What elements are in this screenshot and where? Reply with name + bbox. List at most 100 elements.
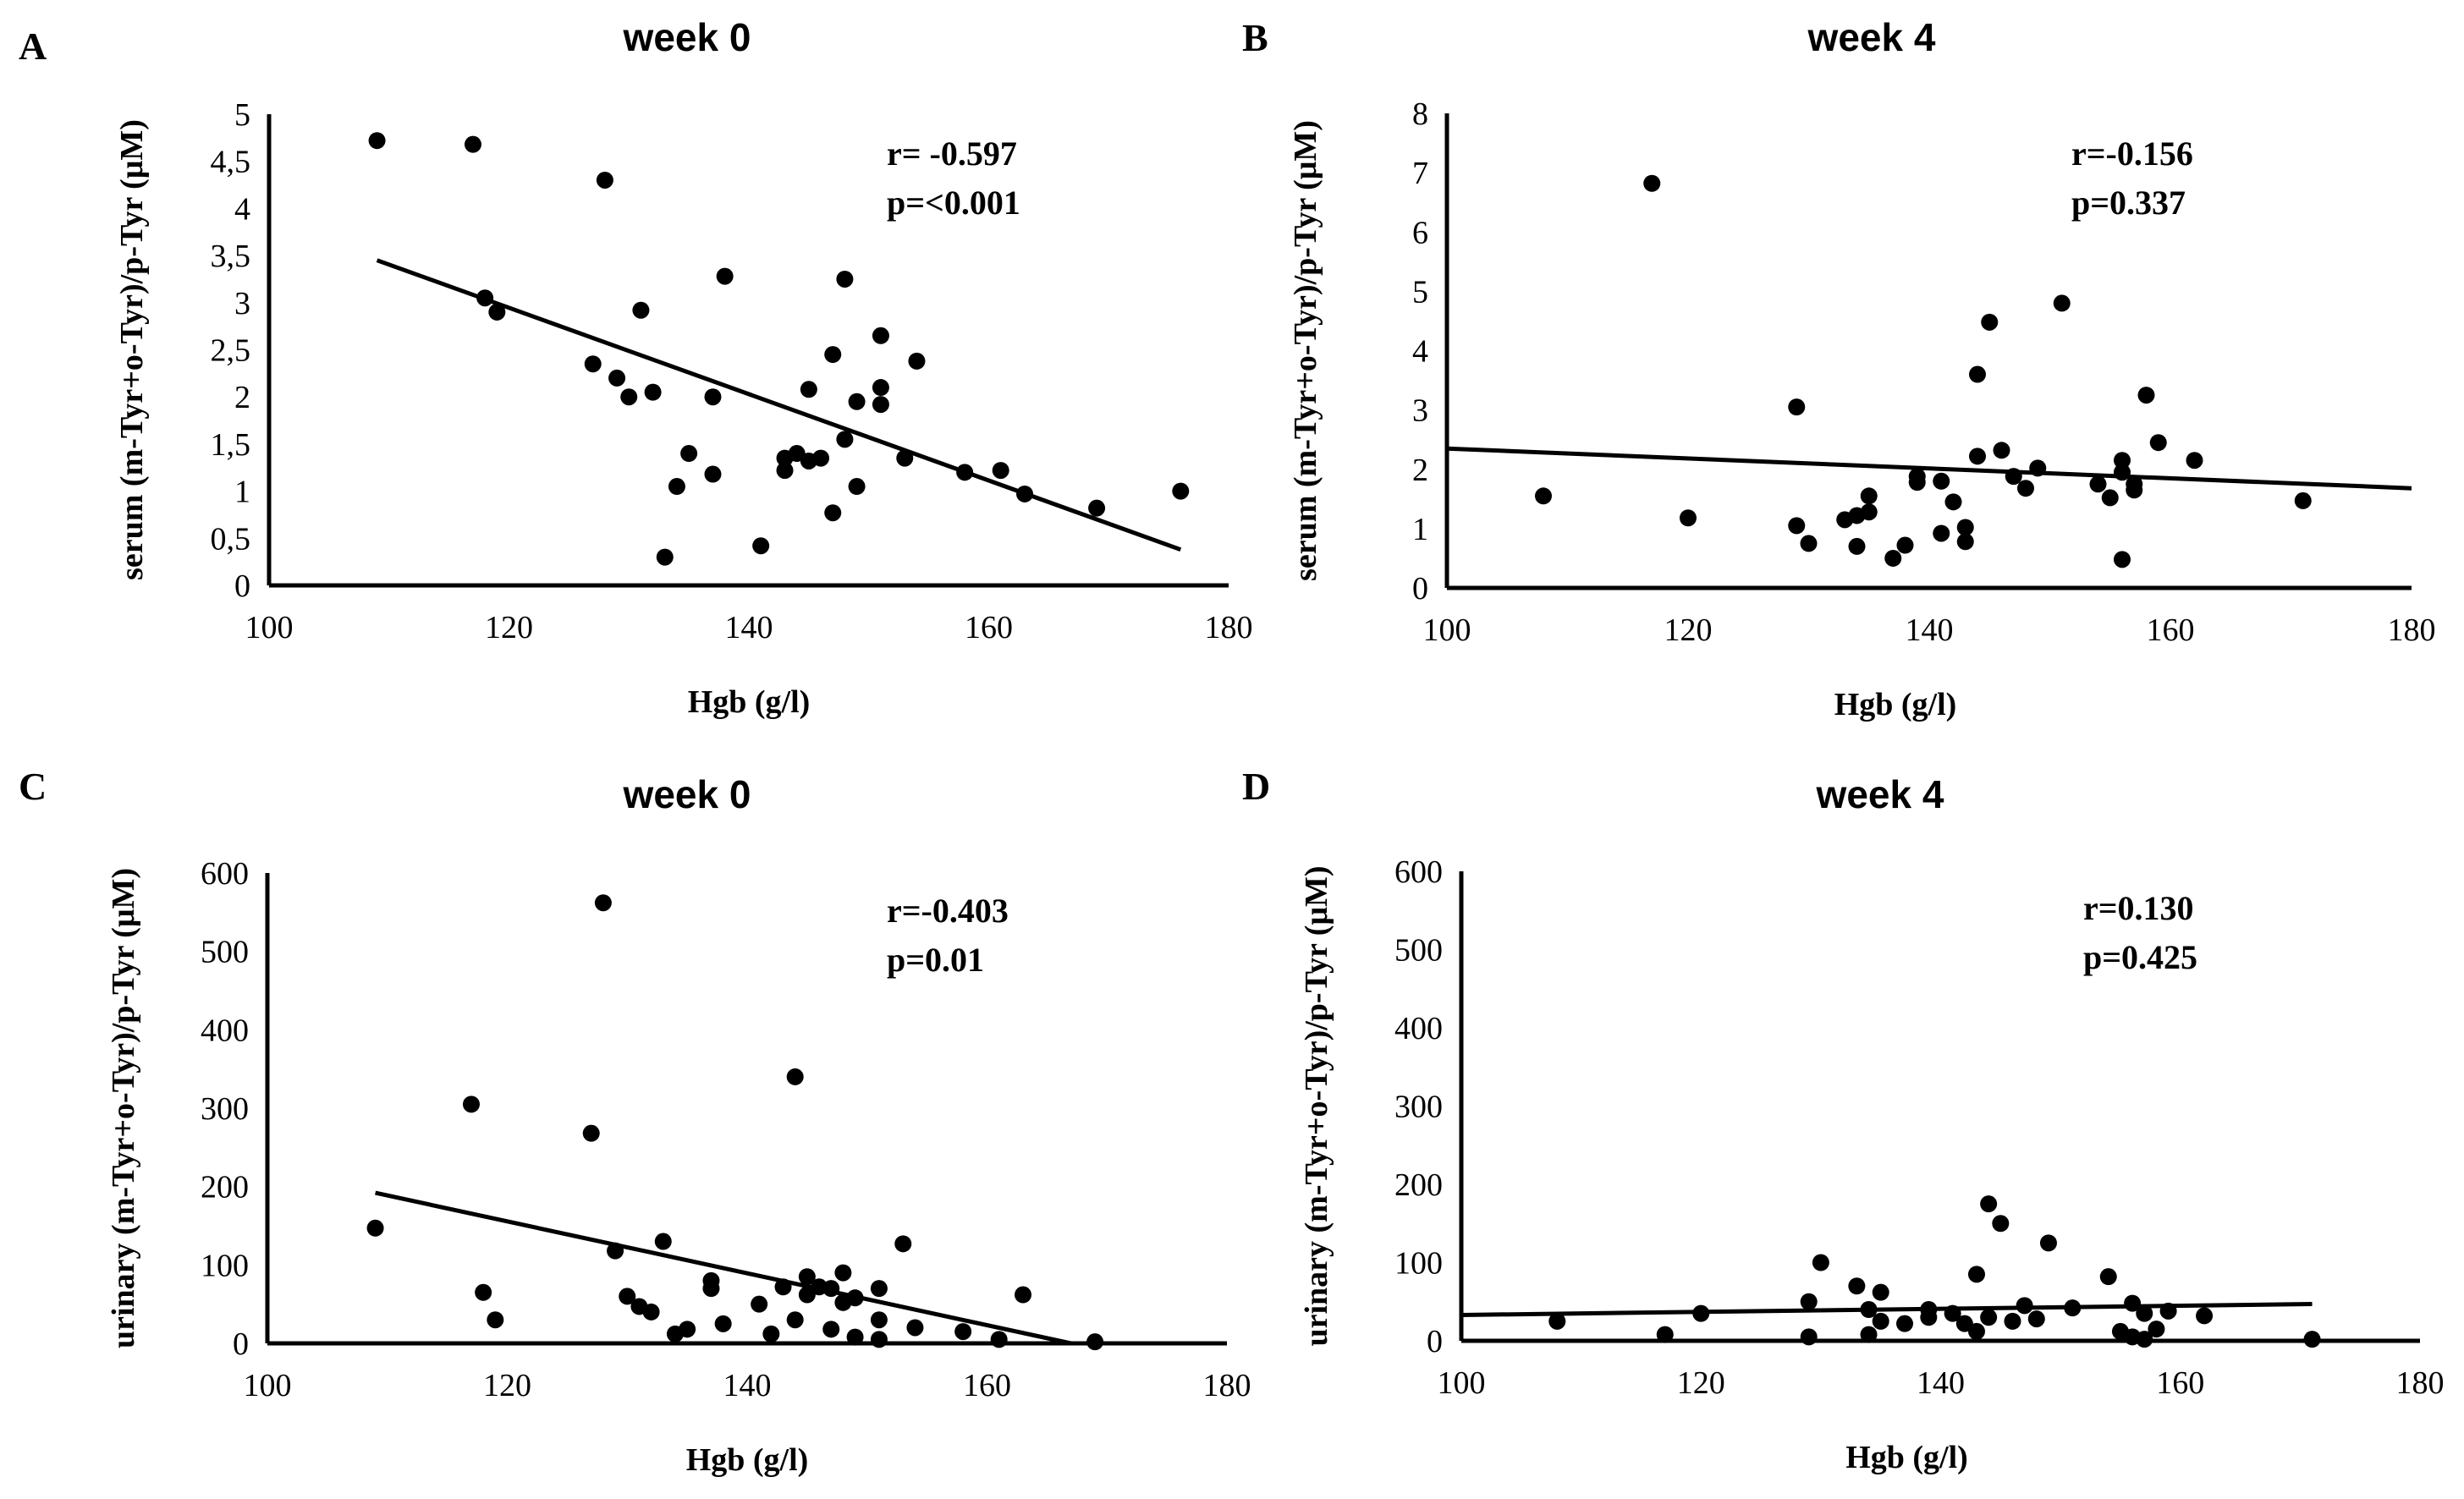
data-point xyxy=(2027,1310,2045,1328)
data-point xyxy=(2196,1307,2214,1325)
y-tick-label: 200 xyxy=(1394,1167,1443,1203)
data-point xyxy=(1680,509,1697,527)
data-point xyxy=(848,478,866,496)
data-point xyxy=(1788,517,1806,535)
data-point xyxy=(1172,482,1190,500)
x-tick-label: 140 xyxy=(725,610,773,645)
data-point xyxy=(822,1280,840,1298)
data-point xyxy=(2114,464,2131,481)
y-tick-label: 4 xyxy=(1412,334,1428,370)
data-point xyxy=(2114,452,2131,469)
data-point xyxy=(1872,1312,1889,1330)
data-point xyxy=(2114,551,2131,568)
data-point xyxy=(1956,533,1974,551)
y-tick-label: 600 xyxy=(1394,854,1443,890)
data-point xyxy=(1016,485,1034,502)
data-point xyxy=(1967,1322,1985,1340)
x-tick-label: 160 xyxy=(963,1368,1011,1403)
data-point xyxy=(1980,1309,1998,1326)
data-point xyxy=(1800,1293,1818,1310)
r-value-text: r=0.130 xyxy=(2083,889,2194,927)
data-point xyxy=(774,1278,792,1296)
data-point xyxy=(824,504,842,522)
x-tick-label: 180 xyxy=(2396,1365,2445,1401)
chart-title: week 0 xyxy=(623,15,751,59)
data-point xyxy=(908,352,926,370)
data-point xyxy=(2136,1304,2153,1322)
data-point xyxy=(872,396,889,414)
y-tick-label: 2 xyxy=(234,380,250,415)
data-point xyxy=(798,1268,816,1286)
data-point xyxy=(894,1235,912,1253)
x-tick-label: 100 xyxy=(244,1368,292,1403)
data-point xyxy=(368,132,386,150)
data-point xyxy=(668,478,685,496)
y-tick-label: 4 xyxy=(234,191,250,227)
data-point xyxy=(2303,1331,2321,1348)
x-axis-title: Hgb (g/l) xyxy=(1845,1440,1968,1475)
y-axis-title: serum (m-Tyr+o-Tyr)/p-Tyr (μM) xyxy=(114,119,150,580)
data-point xyxy=(596,171,613,189)
p-value-text: p=0.337 xyxy=(2071,184,2186,222)
data-point xyxy=(1896,1315,1914,1332)
data-point xyxy=(2159,1302,2177,1320)
data-point xyxy=(2016,1297,2033,1315)
panel-letter: B xyxy=(1242,16,1268,59)
data-point xyxy=(1860,487,1878,505)
data-point xyxy=(812,449,830,467)
data-point xyxy=(1967,1266,1985,1283)
x-tick-label: 160 xyxy=(2147,612,2195,648)
y-tick-label: 1 xyxy=(234,475,250,510)
data-point xyxy=(824,346,842,364)
data-point xyxy=(1860,503,1878,521)
data-point xyxy=(704,465,722,483)
data-point xyxy=(366,1219,384,1237)
data-point xyxy=(1944,493,1962,511)
trendline xyxy=(1446,446,2412,491)
data-point xyxy=(488,303,506,321)
y-axis-title: urinary (m-Tyr+o-Tyr)/p-Tyr (μM) xyxy=(106,868,141,1348)
data-point xyxy=(1955,1315,1973,1332)
y-tick-label: 100 xyxy=(1394,1246,1443,1282)
data-point xyxy=(2099,1268,2117,1286)
y-tick-label: 400 xyxy=(201,1013,249,1048)
r-value-text: r= -0.597 xyxy=(887,135,1017,173)
data-point xyxy=(1969,448,1986,465)
data-point xyxy=(836,431,854,448)
data-point xyxy=(1933,472,1950,490)
data-point xyxy=(642,1303,660,1321)
y-tick-label: 0 xyxy=(1412,571,1428,607)
data-point xyxy=(776,462,794,480)
p-value-text: p=0.425 xyxy=(2083,938,2197,976)
data-point xyxy=(2148,1321,2165,1338)
y-tick-label: 0 xyxy=(233,1326,249,1362)
data-point xyxy=(990,1331,1008,1348)
data-point xyxy=(1969,365,1986,383)
y-tick-label: 500 xyxy=(1394,933,1443,969)
data-point xyxy=(786,1311,804,1329)
trendline xyxy=(376,258,1182,552)
data-point xyxy=(751,1295,768,1313)
y-tick-label: 7 xyxy=(1412,156,1428,191)
data-point xyxy=(1884,549,1902,567)
data-point xyxy=(1015,1286,1032,1304)
data-point xyxy=(2064,1299,2082,1317)
data-point xyxy=(1981,313,1999,331)
data-point xyxy=(608,369,626,387)
data-point xyxy=(2005,468,2022,486)
y-tick-label: 6 xyxy=(1412,215,1428,250)
data-point xyxy=(464,135,481,153)
data-point xyxy=(1088,499,1106,517)
data-point xyxy=(906,1319,924,1337)
data-point xyxy=(2124,1294,2142,1312)
x-tick-label: 120 xyxy=(1664,612,1713,648)
x-tick-label: 180 xyxy=(2388,612,2436,648)
y-tick-label: 100 xyxy=(201,1248,249,1283)
data-point xyxy=(872,379,889,397)
y-tick-label: 3,5 xyxy=(211,239,251,274)
x-tick-label: 100 xyxy=(245,610,294,645)
data-point xyxy=(1848,1277,1866,1295)
y-tick-label: 5 xyxy=(1412,274,1428,310)
